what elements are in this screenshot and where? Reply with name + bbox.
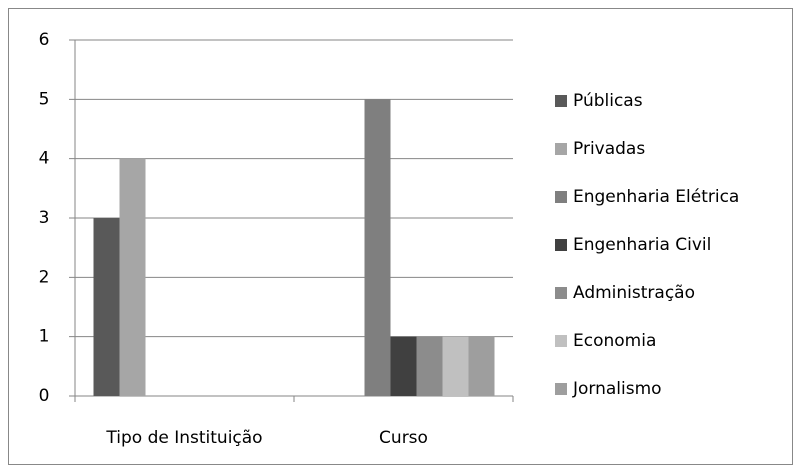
legend-label: Públicas	[573, 91, 643, 111]
y-tick-label: 0	[39, 386, 50, 406]
legend-swatch	[555, 287, 567, 299]
bar	[119, 158, 146, 396]
bar	[364, 99, 391, 396]
y-tick-label: 3	[39, 208, 50, 228]
y-tick-label: 6	[39, 30, 50, 50]
legend-swatch	[555, 143, 567, 155]
legend-label: Jornalismo	[572, 379, 662, 399]
legend-swatch	[555, 191, 567, 203]
y-tick-label: 4	[39, 149, 50, 169]
y-tick-label: 1	[39, 327, 50, 347]
bar	[93, 218, 120, 396]
legend-label: Engenharia Civil	[573, 235, 711, 255]
legend-label: Privadas	[573, 139, 645, 159]
legend-swatch	[555, 383, 567, 395]
legend-swatch	[555, 239, 567, 251]
legend-label: Engenharia Elétrica	[573, 187, 739, 207]
y-tick-label: 2	[39, 267, 50, 287]
y-tick-label: 5	[39, 89, 50, 109]
bar	[416, 336, 443, 396]
bar	[468, 336, 495, 396]
legend-swatch	[555, 335, 567, 347]
bar	[442, 336, 469, 396]
bar	[390, 336, 417, 396]
legend-swatch	[555, 95, 567, 107]
legend-label: Administração	[573, 283, 695, 303]
legend-label: Economia	[573, 331, 656, 351]
x-tick-label: Tipo de Instituição	[105, 428, 262, 448]
x-tick-label: Curso	[379, 428, 428, 448]
